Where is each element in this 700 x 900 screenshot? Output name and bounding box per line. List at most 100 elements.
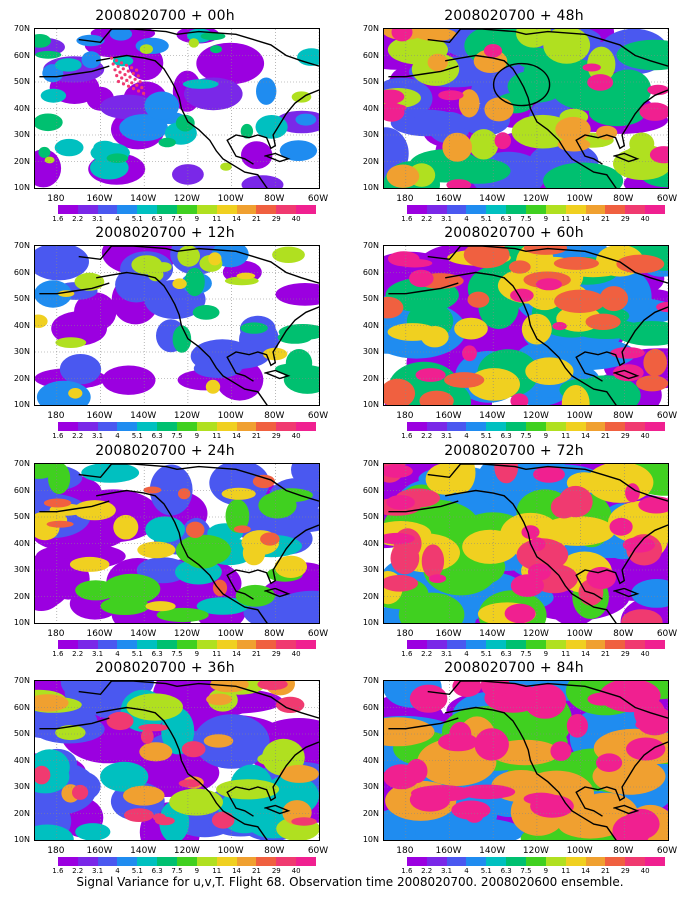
colorbar-swatch [157, 205, 178, 214]
variance-shade [616, 254, 665, 274]
variance-shade [192, 305, 220, 320]
variance-shade [386, 164, 420, 188]
coastline [427, 246, 668, 284]
colorbar-swatch [545, 857, 566, 866]
colorbar-label: 21 [251, 867, 261, 875]
variance-shade [100, 761, 149, 792]
map-area [34, 680, 320, 841]
lat-tick-label: 50N [13, 294, 30, 303]
colorbar-swatch [645, 640, 666, 649]
variance-shade [555, 116, 591, 142]
variance-shade [454, 317, 488, 340]
lat-tick-label: 20N [13, 808, 30, 818]
lon-tick-label: 120W [173, 411, 200, 421]
variance-shade [54, 58, 82, 72]
colorbar-swatch [406, 857, 427, 866]
colorbar-swatch [446, 205, 467, 214]
colorbar-label: 5.1 [131, 432, 143, 440]
colorbar-label: 3.1 [440, 215, 453, 223]
variance-shade [144, 91, 180, 120]
colorbar [387, 422, 666, 431]
lat-tick-label: 50N [362, 512, 379, 521]
colorbar-swatch [57, 857, 78, 866]
colorbar-swatch [565, 422, 586, 431]
lon-tick-label: 160W [86, 846, 113, 856]
contour-map [35, 29, 319, 188]
colorbar-swatch [585, 640, 606, 649]
variance-shade [220, 162, 232, 171]
lat-tick-label: 40N [13, 538, 30, 548]
colorbar-swatch [57, 640, 78, 649]
variance-shade [465, 806, 484, 823]
colorbar-swatch [97, 422, 118, 431]
colorbar-label: 5.1 [131, 215, 143, 223]
observation-dot [140, 86, 144, 90]
colorbar-swatch [466, 640, 487, 649]
lon-tick-label: 80W [613, 411, 634, 421]
contour-map [384, 681, 668, 840]
lon-tick-label: 140W [130, 846, 157, 856]
lat-tick-label: 40N [362, 103, 379, 113]
observation-dot [131, 87, 136, 91]
lon-tick-label: 180 [47, 629, 65, 639]
variance-shade [586, 566, 616, 590]
variance-shade [625, 483, 640, 503]
colorbar-label: 14 [581, 432, 591, 440]
variance-shade [599, 681, 661, 713]
variance-shade [587, 692, 616, 706]
colorbar-label: 1.6 [52, 650, 64, 658]
lat-tick-label: 50N [13, 729, 30, 738]
variance-shade [419, 390, 454, 405]
coastline [445, 706, 617, 840]
variance-shade [626, 737, 666, 761]
colorbar-label: 21 [251, 432, 261, 440]
coastline [96, 489, 268, 623]
colorbar-swatch [406, 205, 427, 214]
observation-dot [109, 56, 114, 60]
colorbar [38, 640, 317, 649]
lat-tick-label: 60N [13, 702, 30, 712]
variance-shade [463, 246, 510, 269]
panel-title: 2008020700 + 36h [95, 660, 235, 676]
lon-tick-label: 100W [566, 629, 593, 639]
variance-shade [200, 32, 226, 41]
lat-tick-label: 60N [362, 267, 379, 277]
colorbar-label: 5.1 [131, 867, 143, 875]
variance-shade [43, 498, 72, 508]
colorbar-swatch [256, 205, 277, 214]
variance-shade [533, 466, 565, 483]
variance-shade [172, 278, 187, 289]
variance-shade [211, 811, 235, 829]
variance-shade [35, 149, 62, 188]
variance-shade [258, 492, 297, 519]
colorbar [38, 422, 317, 431]
colorbar-label: 4 [115, 215, 120, 223]
observation-dot [135, 68, 139, 72]
colorbar-label: 3.1 [91, 867, 104, 875]
variance-shade [35, 50, 62, 59]
variance-shade [543, 162, 624, 188]
lon-tick-label: 80W [613, 846, 634, 856]
variance-shade [409, 269, 434, 288]
colorbar-label: 21 [600, 432, 610, 440]
lat-tick-label: 50N [13, 512, 30, 521]
lat-tick-label: 70N [362, 24, 379, 33]
variance-shade [161, 707, 195, 755]
variance-shade [145, 516, 185, 543]
lat-tick-label: 10N [362, 835, 379, 844]
map-panel: 2008020700 + 72h 70N 60N 50N 40N 30N 20N 10N 180… [349, 443, 679, 658]
colorbar-label: 5.1 [131, 650, 143, 658]
colorbar-swatch [236, 422, 257, 431]
colorbar-label: 1.6 [401, 867, 413, 875]
lat-tick-label: 40N [13, 320, 30, 330]
variance-shade [139, 44, 153, 54]
lat-tick-label: 20N [362, 156, 379, 166]
variance-shade [531, 60, 595, 90]
lon-tick-label: 180 [396, 411, 414, 421]
colorbar-label: 7.5 [520, 650, 532, 658]
lon-tick-label: 180 [47, 846, 65, 856]
variance-shade [523, 683, 567, 719]
lon-tick-label: 120W [173, 194, 200, 204]
variance-shade [446, 179, 472, 188]
lon-tick-label: 60W [307, 846, 329, 856]
